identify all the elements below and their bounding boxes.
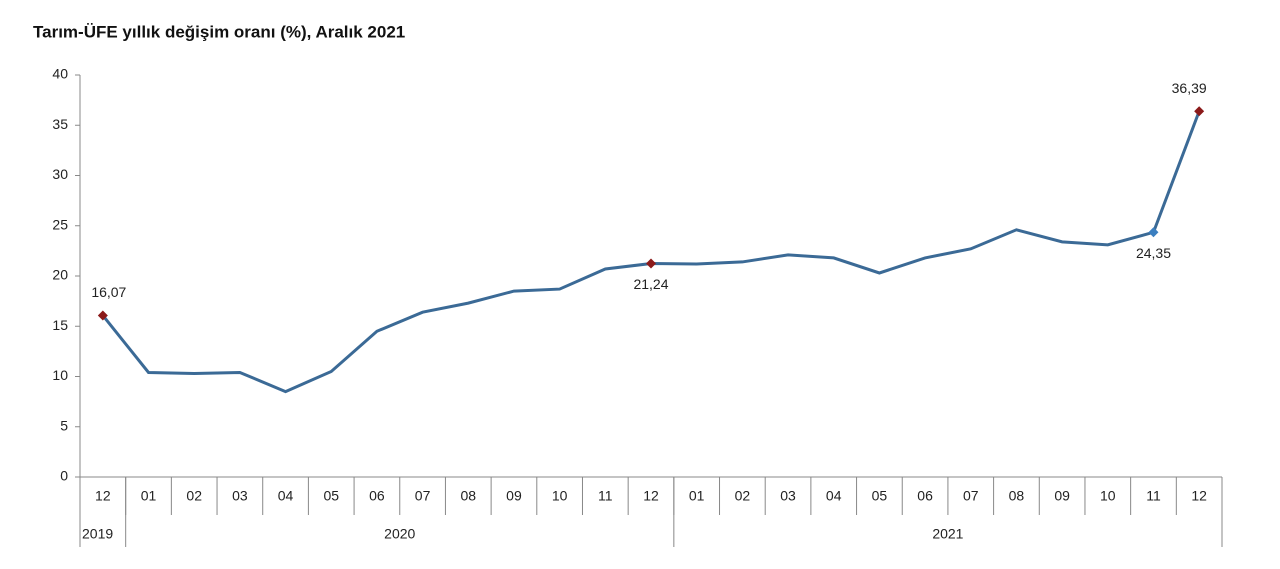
y-tick-label: 15 bbox=[52, 317, 68, 333]
x-tick-label: 07 bbox=[963, 488, 979, 504]
x-tick-label: 02 bbox=[735, 488, 751, 504]
x-tick-label: 03 bbox=[780, 488, 796, 504]
chart-title: Tarım-ÜFE yıllık değişim oranı (%), Aral… bbox=[33, 22, 405, 41]
x-tick-label: 08 bbox=[1009, 488, 1025, 504]
y-tick-label: 20 bbox=[52, 267, 68, 283]
x-tick-label: 07 bbox=[415, 488, 431, 504]
x-tick-label: 01 bbox=[141, 488, 157, 504]
data-label: 21,24 bbox=[633, 276, 668, 292]
data-label: 16,07 bbox=[91, 284, 126, 300]
group-label: 2021 bbox=[932, 526, 963, 542]
group-label: 2019 bbox=[82, 526, 113, 542]
x-tick-label: 12 bbox=[1191, 488, 1207, 504]
x-tick-label: 09 bbox=[1054, 488, 1070, 504]
x-tick-label: 06 bbox=[917, 488, 933, 504]
group-label: 2020 bbox=[384, 526, 415, 542]
y-tick-label: 10 bbox=[52, 367, 68, 383]
x-tick-label: 01 bbox=[689, 488, 705, 504]
x-tick-label: 03 bbox=[232, 488, 248, 504]
y-tick-label: 40 bbox=[52, 66, 68, 82]
marker bbox=[646, 258, 656, 269]
marker bbox=[97, 310, 108, 321]
y-tick-label: 0 bbox=[60, 468, 68, 484]
data-label: 24,35 bbox=[1136, 245, 1171, 261]
x-tick-label: 05 bbox=[872, 488, 888, 504]
x-tick-label: 04 bbox=[278, 488, 294, 504]
x-tick-label: 12 bbox=[95, 488, 111, 504]
x-tick-label: 04 bbox=[826, 488, 842, 504]
x-tick-label: 02 bbox=[186, 488, 202, 504]
marker bbox=[1148, 227, 1159, 238]
data-label: 36,39 bbox=[1172, 80, 1207, 96]
y-tick-label: 30 bbox=[52, 166, 68, 182]
x-tick-label: 06 bbox=[369, 488, 385, 504]
x-tick-label: 10 bbox=[552, 488, 568, 504]
y-tick-label: 5 bbox=[60, 417, 68, 433]
x-tick-label: 11 bbox=[1146, 488, 1161, 504]
x-tick-label: 09 bbox=[506, 488, 522, 504]
y-tick-label: 35 bbox=[52, 116, 68, 132]
line bbox=[101, 110, 1201, 394]
marker bbox=[1194, 106, 1205, 117]
y-tick-label: 25 bbox=[52, 216, 68, 232]
x-tick-label: 12 bbox=[643, 488, 659, 504]
x-tick-label: 05 bbox=[323, 488, 339, 504]
x-tick-label: 11 bbox=[598, 488, 613, 504]
x-tick-label: 08 bbox=[460, 488, 476, 504]
x-tick-label: 10 bbox=[1100, 488, 1116, 504]
